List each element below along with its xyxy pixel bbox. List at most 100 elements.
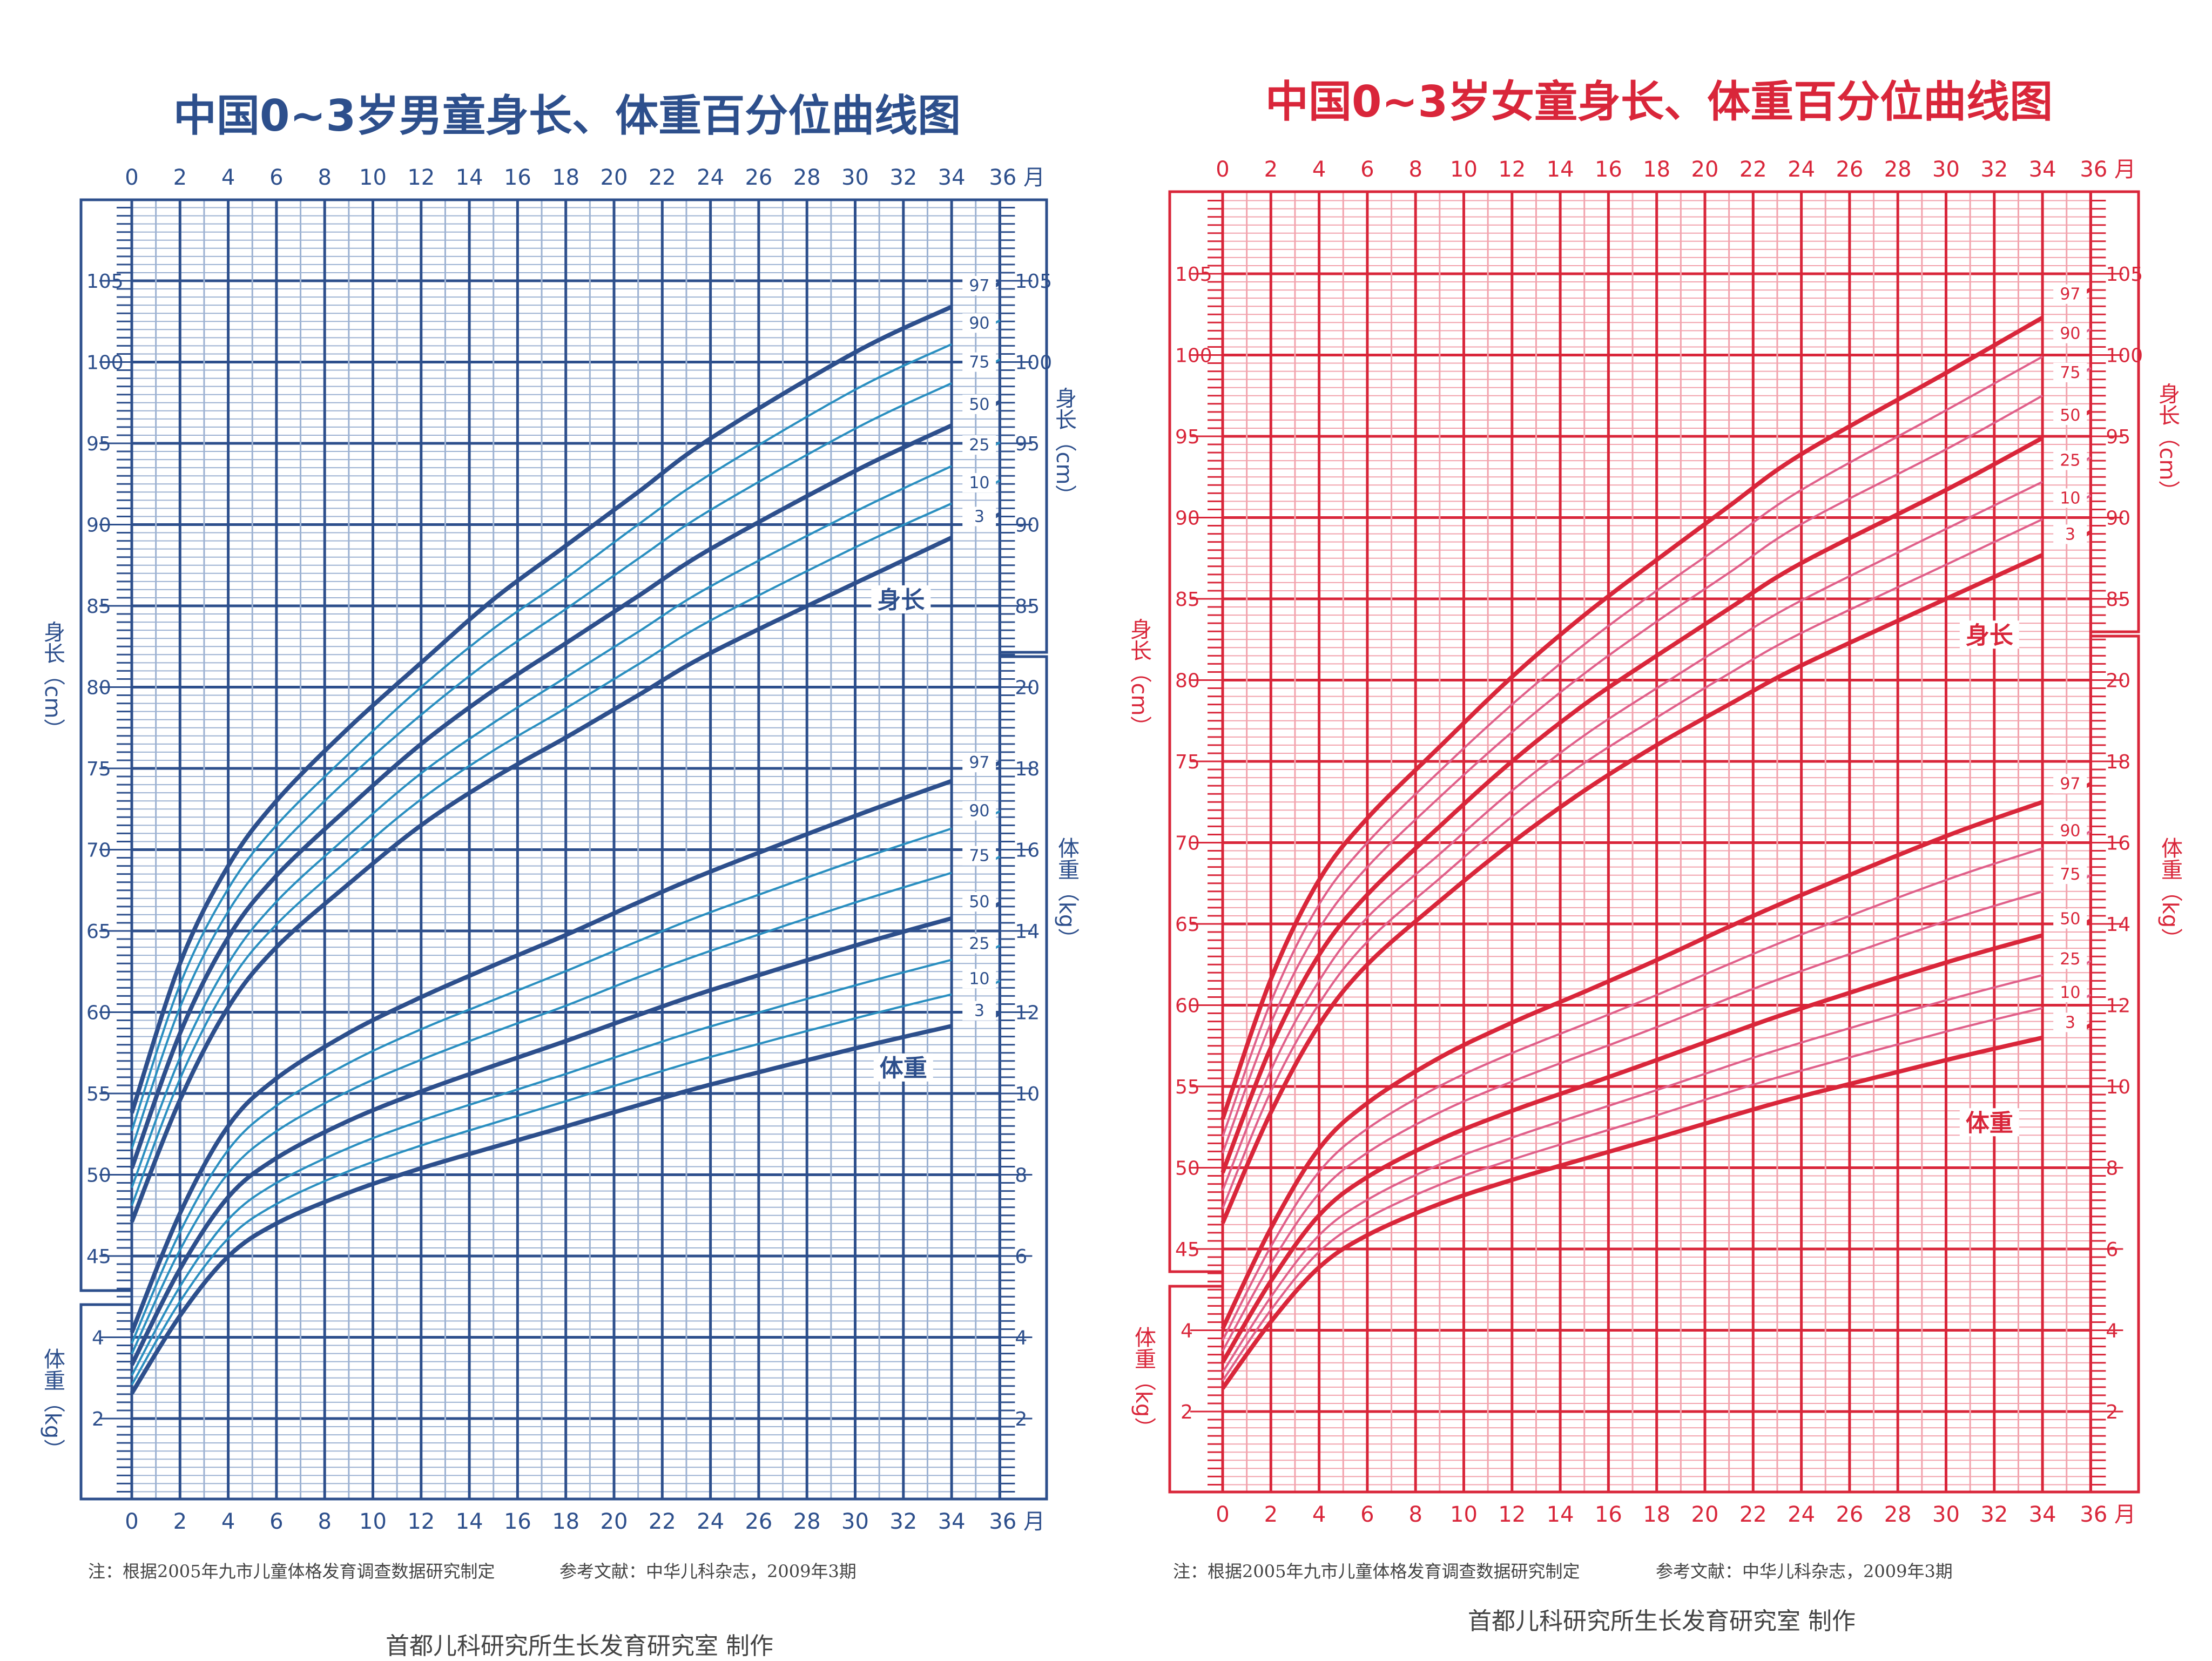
weight-percentile-label-p10: 10: [2060, 983, 2080, 1002]
weight-curve-p50: [1220, 933, 2044, 1363]
percentile-label-bg: [962, 352, 996, 372]
x-tick-label-bottom: 20: [1691, 1502, 1719, 1527]
height-curve-p97: [1220, 315, 2044, 1120]
left-height-tick-label: 85: [86, 596, 111, 618]
x-tick-label-bottom: 4: [1312, 1502, 1326, 1527]
x-tick-label-top: 14: [1547, 157, 1574, 182]
height-percentile-label-p50: 50: [969, 395, 989, 414]
left-height-axis-title: 身长（cm）: [40, 621, 65, 740]
left-height-tick-label: 70: [86, 840, 111, 862]
height-percentile-label-p3: 3: [2065, 525, 2075, 544]
right-height-tick-label: 105: [2106, 264, 2143, 286]
height-curve-p50: [130, 423, 953, 1169]
plot-area-frame: [130, 198, 1001, 1501]
height-curve-p90: [131, 343, 952, 1131]
weight-curve-p10: [131, 993, 952, 1386]
x-tick-label-top: 18: [1643, 157, 1670, 182]
left-height-tick-label: 60: [86, 1002, 111, 1024]
percentile-label-bg: [2053, 1012, 2087, 1032]
left-height-tick-label: 55: [86, 1083, 111, 1105]
right-height-tick-label: 95: [1015, 433, 1040, 455]
left-height-tick-label: 90: [86, 515, 111, 537]
height-percentile-label-p97: 97: [969, 276, 989, 295]
x-tick-label-bottom: 30: [841, 1509, 869, 1534]
percentile-label-bg: [2053, 488, 2087, 508]
boys-frame: [79, 198, 1048, 1501]
right-weight-tick-label: 20: [1015, 677, 1040, 699]
weight-percentile-label-p25: 25: [969, 935, 989, 954]
left-height-tick-label: 105: [86, 271, 124, 293]
percentile-label-bg: [2053, 949, 2087, 969]
percentile-label-bg: [2053, 405, 2087, 425]
percentile-label-bg: [2053, 865, 2087, 884]
right-height-tick-label: 85: [1015, 596, 1040, 618]
height-percentile-label-p10: 10: [969, 474, 989, 492]
percentile-label-bg: [2053, 524, 2087, 544]
weight-curve-p97: [1220, 800, 2044, 1330]
height-curve-p75: [1222, 395, 2044, 1154]
percentile-label-bg: [2053, 284, 2087, 304]
right-weight-tick-label: 2: [1015, 1408, 1027, 1430]
left-weight-tick-label: 4: [92, 1327, 104, 1349]
height-percentile-label-p97: 97: [2060, 285, 2080, 304]
weight-curve-p3: [130, 1024, 953, 1395]
height-curve-p3: [130, 535, 953, 1223]
percentile-label-bg: [962, 394, 996, 414]
x-tick-label-top: 4: [1312, 157, 1326, 182]
percentile-label-bg: [962, 507, 996, 526]
boys-credit: 首都儿科研究所生长发育研究室 制作: [386, 1632, 773, 1660]
percentile-label-bg: [962, 313, 996, 333]
x-tick-label-top: 20: [601, 165, 628, 190]
left-height-tick-label: 95: [86, 433, 111, 455]
x-tick-label-top: 12: [407, 165, 435, 190]
x-tick-label-top: 16: [504, 165, 531, 190]
weight-percentile-label-p50: 50: [969, 893, 989, 911]
right-weight-tick-label: 4: [2106, 1320, 2118, 1342]
x-tick-label-top: 32: [889, 165, 917, 190]
x-tick-label-top: 6: [1360, 157, 1374, 182]
x-tick-label-bottom: 20: [601, 1509, 628, 1534]
x-tick-label-bottom: 32: [889, 1509, 917, 1534]
right-weight-tick-label: 16: [1015, 840, 1040, 862]
right-weight-tick-label: 6: [2106, 1239, 2118, 1261]
x-tick-label-bottom: 36 月: [2080, 1502, 2136, 1527]
weight-curve-p97: [130, 779, 953, 1333]
percentile-label-bg: [962, 435, 996, 455]
x-tick-label-bottom: 8: [318, 1509, 331, 1534]
left-weight-axis-title: 体重（kg）: [1131, 1326, 1156, 1439]
weight-curve-p75: [1222, 890, 2043, 1352]
percentile-label-bg: [962, 846, 996, 866]
x-tick-label-top: 18: [552, 165, 579, 190]
right-height-tick-label: 90: [1015, 515, 1040, 537]
weight-percentile-label-p90: 90: [969, 802, 989, 821]
x-tick-label-bottom: 14: [456, 1509, 483, 1534]
x-tick-label-bottom: 2: [1264, 1502, 1278, 1527]
percentile-label-bg: [962, 276, 996, 296]
left-height-tick-label: 90: [1175, 508, 1200, 530]
left-height-axis-title: 身长（cm）: [1127, 618, 1152, 738]
height-curve-p25: [131, 465, 952, 1189]
weight-percentile-label-p97: 97: [2060, 774, 2080, 793]
x-tick-label-top: 12: [1498, 157, 1526, 182]
x-tick-label-bottom: 16: [1595, 1502, 1622, 1527]
boys-reference: 参考文献：中华儿科杂志，2009年3期: [559, 1561, 857, 1582]
weight-percentile-label-p3: 3: [2065, 1013, 2075, 1032]
girls-credit: 首都儿科研究所生长发育研究室 制作: [1468, 1608, 1856, 1635]
right-weight-tick-label: 10: [2106, 1076, 2130, 1098]
x-tick-label-top: 34: [2029, 157, 2056, 182]
left-weight-axis-title: 体重（kg）: [40, 1348, 65, 1461]
right-weight-tick-label: 16: [2106, 833, 2130, 855]
boys-chart: 0022446688101012121414161618182020222224…: [40, 165, 1080, 1534]
x-tick-label-bottom: 16: [504, 1509, 531, 1534]
girls-reference: 参考文献：中华儿科杂志，2009年3期: [1656, 1561, 1953, 1582]
height-curve-label-bg: [1959, 620, 2019, 649]
weight-percentile-label-p25: 25: [2060, 950, 2080, 969]
height-curve-p90: [1222, 355, 2044, 1137]
x-tick-label-top: 16: [1595, 157, 1622, 182]
x-tick-label-top: 28: [1884, 157, 1912, 182]
left-weight-tick-label: 4: [1181, 1320, 1193, 1342]
boys-footnote: 注：根据2005年九市儿童体格发育调查数据研究制定: [88, 1561, 495, 1582]
height-percentile-label-p75: 75: [2060, 363, 2080, 382]
right-weight-tick-label: 8: [1015, 1165, 1027, 1187]
x-tick-label-top: 30: [1932, 157, 1960, 182]
